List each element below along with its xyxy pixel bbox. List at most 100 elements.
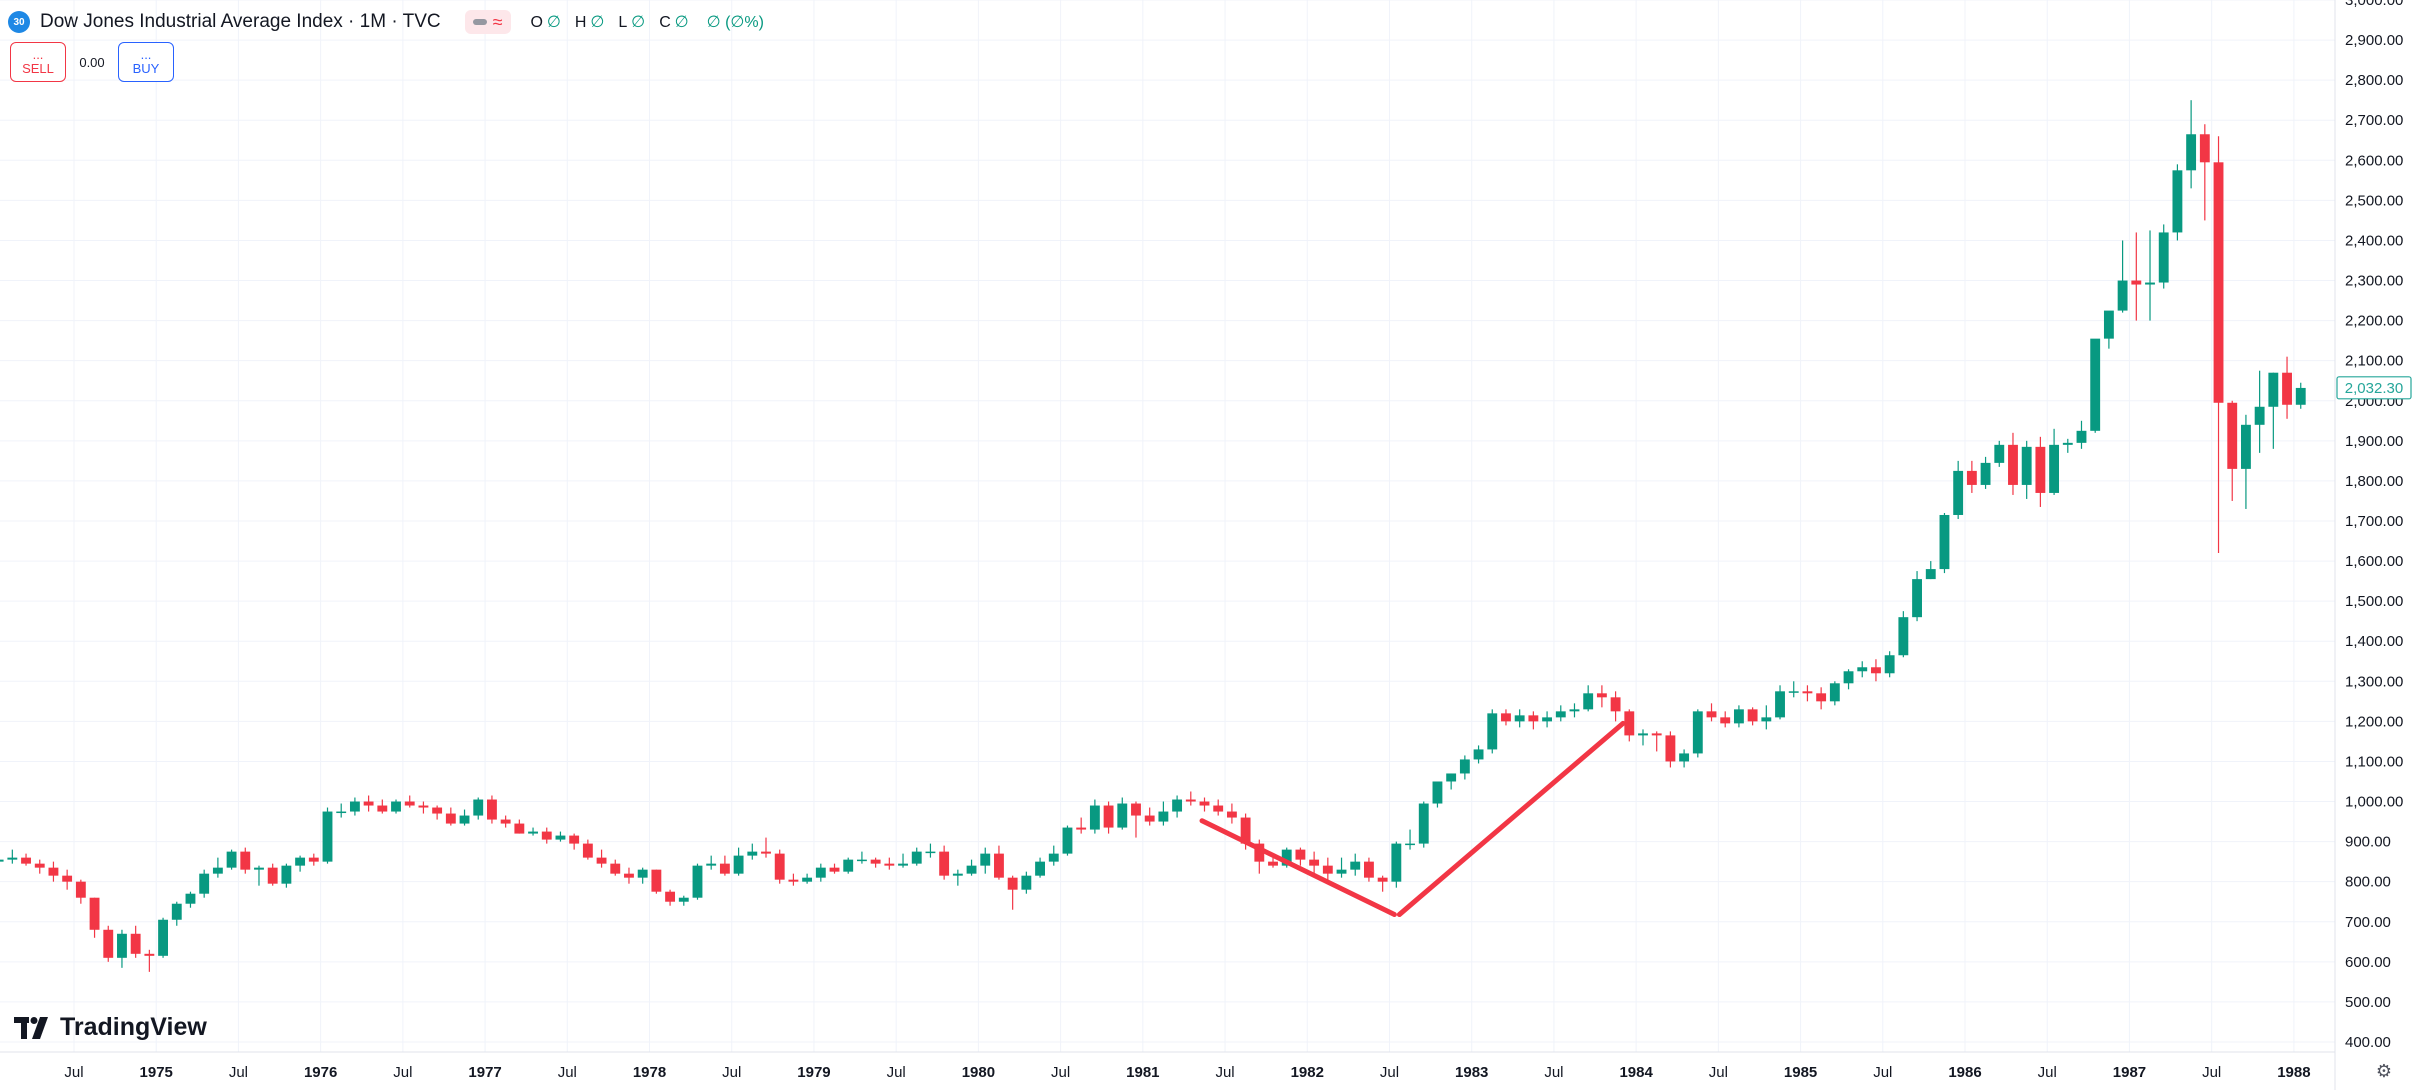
candle: [2295, 382, 2306, 409]
candle: [1391, 841, 1402, 888]
candle-body: [1268, 861, 1278, 866]
time-axis[interactable]: Jul 1975 Jul 1976 Jul 1977 Jul 1978 Jul 1979 Jul 19…: [0, 1051, 2335, 1081]
y-tick-label: 1,700.00: [2345, 513, 2403, 530]
candle: [295, 855, 306, 872]
candle: [0, 859, 4, 862]
candle-body: [596, 857, 607, 864]
candle: [1651, 731, 1662, 752]
y-tick-label: 1,000.00: [2345, 794, 2403, 811]
candle-body: [1747, 709, 1758, 722]
candle-body: [1062, 827, 1073, 854]
x-tick-label: 1979: [797, 1064, 830, 1081]
y-tick-label: 1,600.00: [2345, 553, 2403, 570]
trend-line: [1199, 818, 1397, 918]
candle: [925, 843, 936, 858]
tradingview-logo[interactable]: TradingView: [14, 1013, 207, 1042]
candle-body: [624, 873, 634, 878]
candle: [1925, 561, 1936, 580]
drawing-layer[interactable]: [1199, 720, 1626, 918]
candle: [774, 849, 785, 884]
candle: [377, 799, 388, 814]
x-tick-label: Jul: [1544, 1064, 1563, 1081]
ohlc-change: ∅ (∅%): [706, 14, 764, 31]
candle-body: [1843, 671, 1854, 684]
candle: [2021, 440, 2032, 499]
x-tick-label: Jul: [722, 1064, 741, 1081]
buy-button[interactable]: ... BUY: [118, 42, 174, 82]
y-tick-label: 1,100.00: [2345, 753, 2403, 770]
spread-value: 0.00: [79, 54, 105, 70]
candle-body: [1446, 773, 1457, 782]
candle-body: [89, 897, 100, 930]
candle: [952, 869, 963, 886]
candle: [500, 815, 511, 828]
candle-body: [391, 801, 401, 812]
candle: [1446, 773, 1457, 790]
candle: [404, 795, 415, 808]
candle: [2076, 420, 2087, 449]
candle: [185, 891, 196, 908]
price-axis[interactable]: 400.00 500.00 600.00 700.00 800.00 900.00 1,00…: [2334, 0, 2403, 1090]
candle: [1829, 681, 1840, 706]
candle-body: [843, 859, 854, 872]
candle-body: [2295, 387, 2306, 405]
candle: [418, 801, 429, 814]
x-tick-label: 1988: [2277, 1064, 2310, 1081]
y-tick-label: 2,400.00: [2345, 232, 2403, 249]
candle-body: [7, 857, 18, 860]
candle-body: [2131, 280, 2142, 285]
candle-body: [966, 865, 977, 874]
candle: [2062, 438, 2073, 453]
candle-body: [1555, 711, 1566, 718]
candle-body: [1624, 711, 1635, 736]
candle-body: [1925, 569, 1936, 580]
candle-body: [1980, 462, 1991, 485]
candle-body: [1542, 717, 1553, 722]
candle-body: [377, 805, 388, 812]
candle: [1692, 709, 1703, 758]
candle: [1583, 685, 1594, 712]
candle-body: [1103, 805, 1114, 828]
gear-icon[interactable]: ⚙: [2375, 1060, 2393, 1081]
candle-body: [1076, 827, 1087, 830]
candle: [1528, 711, 1539, 730]
candle: [1555, 705, 1566, 722]
symbol-title[interactable]: Dow Jones Industrial Average Index · 1M …: [40, 11, 441, 32]
candle-body: [2199, 134, 2210, 163]
candle: [829, 863, 840, 874]
candle-body: [212, 867, 223, 874]
ohlc-open: O ∅: [530, 14, 561, 31]
candle-body: [2076, 430, 2087, 443]
sell-button[interactable]: ... SELL: [10, 42, 66, 82]
candle: [1226, 803, 1237, 824]
candle-body: [2035, 446, 2046, 493]
ohlc-close: C ∅: [659, 14, 689, 31]
candle: [2186, 100, 2197, 189]
buy-label: BUY: [132, 61, 160, 76]
candle-body: [1665, 735, 1676, 762]
candle-body: [336, 811, 347, 814]
dow-30-badge-icon[interactable]: 30: [8, 11, 30, 33]
candle-body: [1692, 711, 1703, 754]
candle: [1199, 797, 1210, 812]
candle: [349, 797, 360, 816]
candle-body: [1939, 514, 1950, 570]
y-tick-label: 2,900.00: [2345, 32, 2403, 49]
candle-body: [34, 863, 45, 868]
candle: [254, 865, 264, 886]
x-tick-label: Jul: [229, 1064, 248, 1081]
y-tick-label: 1,500.00: [2345, 593, 2403, 610]
x-tick-label: Jul: [1873, 1064, 1892, 1081]
candle-body: [1884, 655, 1895, 674]
candle: [1638, 729, 1648, 746]
x-tick-label: Jul: [1709, 1064, 1728, 1081]
x-tick-label: Jul: [1380, 1064, 1399, 1081]
legend-toggle-button[interactable]: ≈: [464, 10, 511, 34]
candle: [1501, 709, 1511, 726]
candle-body: [733, 855, 744, 874]
candle: [1843, 669, 1854, 690]
candle: [2145, 230, 2155, 321]
candle-body: [692, 865, 703, 898]
x-tick-label: Jul: [1051, 1064, 1070, 1081]
